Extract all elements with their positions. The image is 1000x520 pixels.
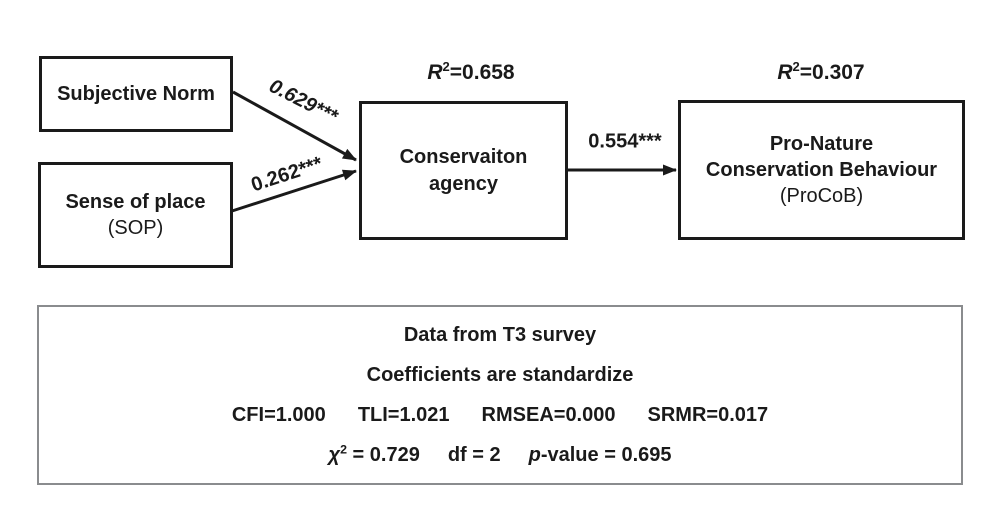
r2-label-conservation-agency: R2=0.658 <box>427 59 515 85</box>
box-subjective-norm: Subjective Norm <box>39 56 233 132</box>
r2-symbol: R <box>427 61 443 84</box>
chi-superscript: 2 <box>340 441 347 456</box>
r2-value: =0.658 <box>449 61 515 84</box>
subjective-norm-label: Subjective Norm <box>57 83 215 105</box>
stat-rmsea: RMSEA=0.000 <box>481 403 616 426</box>
fit-statistics-panel: Data from T3 survey Coefficients are sta… <box>37 305 963 485</box>
chi-symbol: χ <box>328 443 341 466</box>
stat-tli: TLI=1.021 <box>357 403 450 426</box>
fit-line-data-source: Data from T3 survey <box>403 323 597 346</box>
fit-line-chi-square: χ2 = 0.729 df = 2 p-value = 0.695 <box>39 435 961 475</box>
box-procob: Pro-Nature Conservation Behaviour (ProCo… <box>678 100 965 240</box>
r2-superscript: 2 <box>792 59 800 74</box>
sense-of-place-label: Sense of place <box>65 191 206 213</box>
coefficient-ca-to-procob: 0.554*** <box>588 130 662 153</box>
stat-df: df = 2 <box>447 443 501 466</box>
p-value-text: -value = 0.695 <box>540 443 672 466</box>
conservation-agency-label-line2: agency <box>429 172 498 195</box>
arrow-sop-to-ca <box>231 169 357 213</box>
sense-of-place-abbrev: (SOP) <box>107 217 164 239</box>
stat-cfi: CFI=1.000 <box>231 403 326 426</box>
fit-line-fit-indices: CFI=1.000 TLI=1.021 RMSEA=0.000 SRMR=0.0… <box>39 395 961 435</box>
r2-value: =0.307 <box>799 61 865 84</box>
conservation-agency-label-line1: Conservaiton <box>399 145 528 168</box>
r2-superscript: 2 <box>442 59 450 74</box>
box-conservation-agency: Conservaiton agency <box>359 101 568 240</box>
p-symbol: p <box>528 443 541 466</box>
box-sense-of-place: Sense of place (SOP) <box>38 162 233 268</box>
r2-symbol: R <box>777 61 793 84</box>
arrow-sn-to-ca <box>232 90 357 162</box>
stat-p-value: p-value = 0.695 <box>529 444 672 467</box>
procob-label-line2: Conservation Behaviour <box>705 159 938 181</box>
procob-abbrev: (ProCoB) <box>779 185 864 207</box>
fit-line-standardized-note: Coefficients are standardize <box>366 363 634 386</box>
r2-label-procob: R2=0.307 <box>777 59 865 85</box>
chi-value: = 0.729 <box>352 443 420 466</box>
procob-label-line1: Pro-Nature <box>769 133 874 155</box>
stat-srmr: SRMR=0.017 <box>647 403 769 426</box>
stat-chi-square: χ2 = 0.729 <box>328 441 420 467</box>
